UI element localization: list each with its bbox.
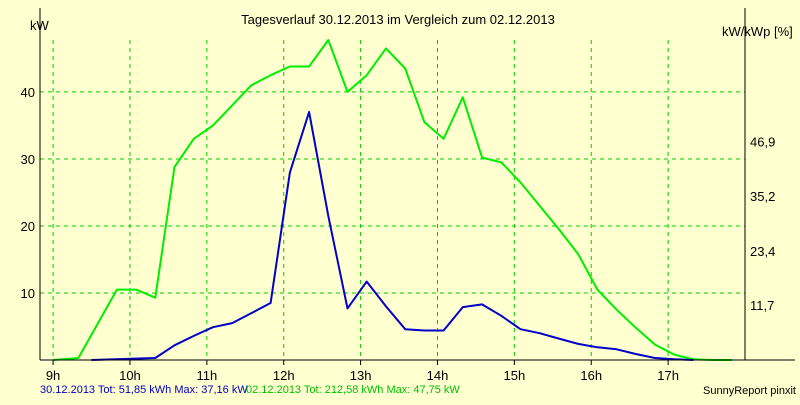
- y-tick-label-right: 23,4: [750, 244, 775, 259]
- x-tick-label: 13h: [350, 368, 372, 383]
- series-layer: [53, 39, 732, 361]
- x-tick-label: 11h: [196, 368, 217, 383]
- y-tick-label-right: 46,9: [750, 135, 775, 150]
- x-tick-label: 15h: [504, 368, 526, 383]
- x-tick-label: 10h: [119, 368, 141, 383]
- legend-entry-30-12-2013: 30.12.2013 Tot: 51,85 kWh Max: 37,16 kW: [40, 384, 248, 396]
- x-tick-label: 14h: [427, 368, 449, 383]
- y-tick-label-right: 11,7: [750, 298, 774, 313]
- chart-title: Tagesverlauf 30.12.2013 im Vergleich zum…: [241, 12, 555, 27]
- x-tick-label: 9h: [46, 368, 60, 383]
- tick-layer: 9h 10h 11h 12h 13h 14h 15h 16h 17h 10 20 30 40 11,7 23…: [21, 85, 776, 383]
- y-tick-label-left: 30: [21, 152, 35, 167]
- y-tick-label-left: 10: [21, 286, 35, 301]
- y-axis-right-label: kW/kWp [%]: [722, 24, 793, 39]
- series-line-02-12-2013: [53, 39, 732, 361]
- y-tick-label-left: 40: [21, 85, 35, 100]
- grid-layer: [40, 40, 745, 360]
- x-tick-label: 16h: [580, 368, 602, 383]
- y-tick-label-right: 35,2: [750, 189, 775, 204]
- y-tick-label-left: 20: [21, 219, 35, 234]
- axis-layer: [39, 8, 795, 365]
- x-tick-label: 17h: [657, 368, 679, 383]
- credit-text: SunnyReport pinxit: [703, 385, 796, 397]
- legend-entry-02-12-2013: 02.12.2013 Tot: 212,58 kWh Max: 47,75 kW: [246, 384, 460, 396]
- x-tick-label: 12h: [273, 368, 295, 383]
- series-line-30-12-2013: [91, 111, 694, 361]
